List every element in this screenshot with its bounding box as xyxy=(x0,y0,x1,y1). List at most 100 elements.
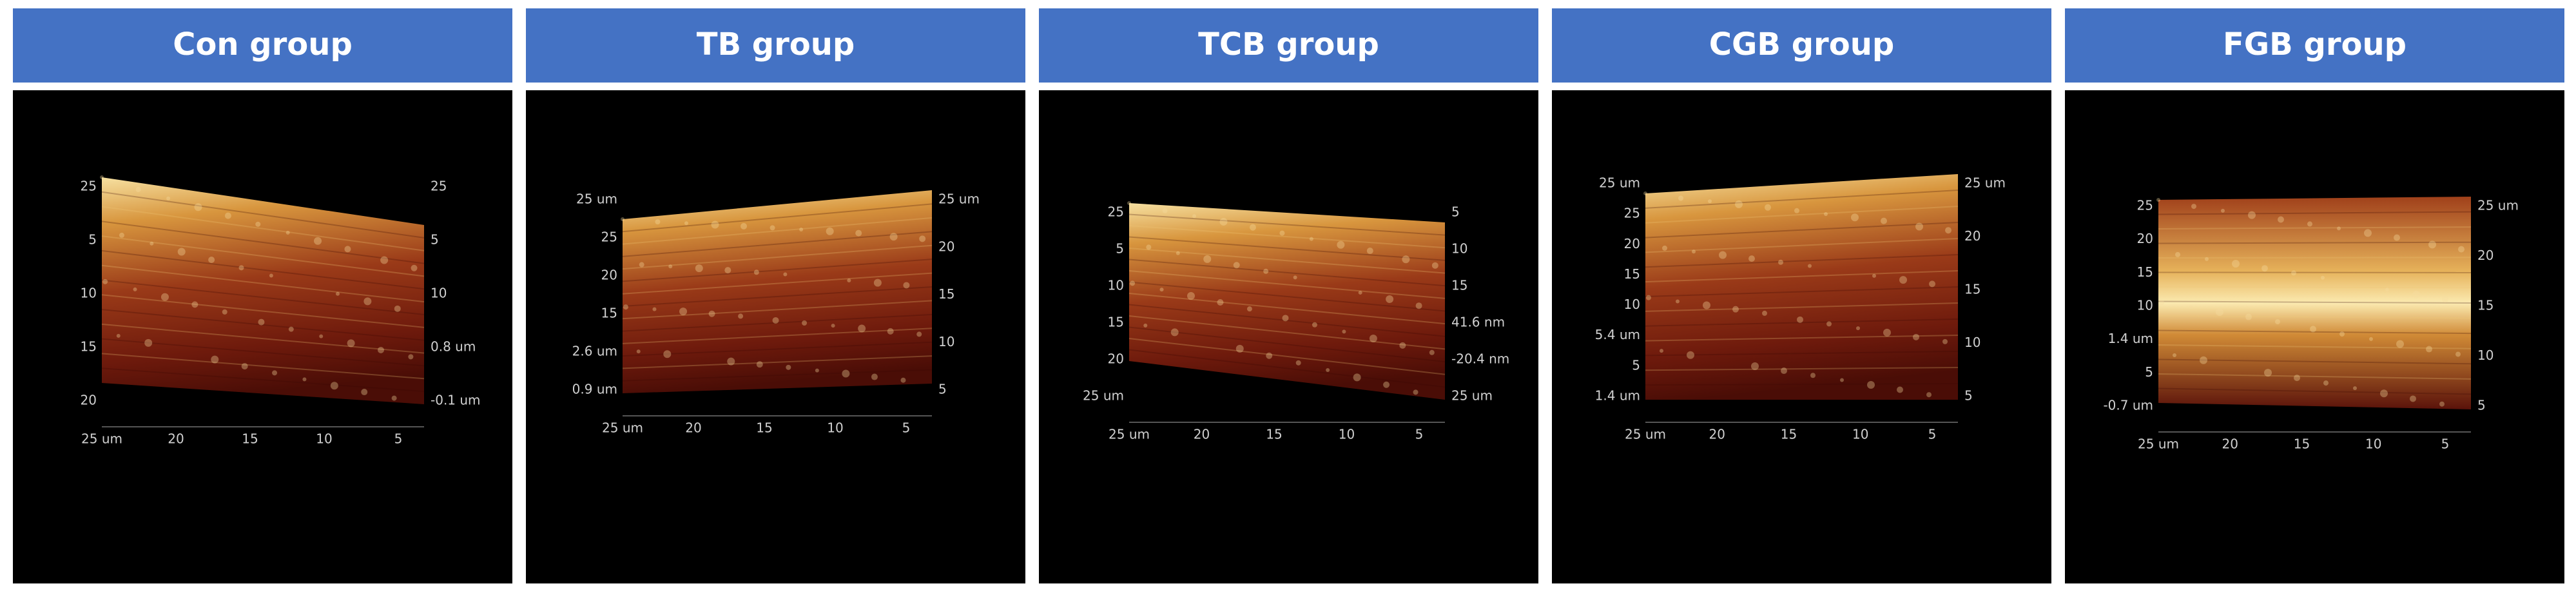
axis-label: 20 xyxy=(2137,231,2153,246)
surface-speck xyxy=(314,237,322,245)
axis-label: 20 xyxy=(1624,236,1640,251)
surface-speck xyxy=(2339,331,2345,337)
surface-speck xyxy=(1266,353,1272,359)
surface-speck xyxy=(2321,276,2325,280)
surface-speck xyxy=(826,228,834,235)
surface-speck xyxy=(2216,308,2223,316)
surface-speck xyxy=(2307,221,2312,226)
surface-speck xyxy=(222,309,228,315)
surface-speck xyxy=(639,262,644,268)
surface-speck xyxy=(1192,214,1196,218)
surface-speck xyxy=(1370,335,1377,342)
axis-label: 15 xyxy=(1266,427,1282,442)
axis-label: 10 xyxy=(1451,241,1467,257)
surface-speck xyxy=(1386,295,1393,303)
axis-label: 15 xyxy=(1108,315,1124,330)
surface-speck xyxy=(1765,204,1771,211)
surface-speck xyxy=(668,264,672,268)
surface-speck xyxy=(136,187,141,192)
surface-speck xyxy=(799,228,803,231)
axis-label: 5 xyxy=(1116,241,1124,257)
axis-label: 10 xyxy=(1852,427,1868,442)
axis-label: 20 xyxy=(2222,436,2238,452)
surface-speck xyxy=(1416,302,1422,309)
axis-label: 15 xyxy=(1451,278,1467,293)
axis-label: 0.8 um xyxy=(431,339,476,355)
panel-title: TB group xyxy=(697,26,855,63)
axis-label: -20.4 nm xyxy=(1451,351,1509,367)
surface-speck xyxy=(1751,362,1759,370)
surface-speck xyxy=(289,327,294,332)
axis-label: 10 xyxy=(1624,297,1640,312)
surface-speck xyxy=(621,217,625,221)
surface-speck xyxy=(757,361,763,367)
surface-speck xyxy=(2245,314,2252,320)
surface-speck xyxy=(831,324,835,328)
surface-speck xyxy=(1915,223,1923,231)
surface-speck xyxy=(2189,306,2193,309)
axis-label: 25 um xyxy=(1083,388,1124,404)
axis-label: -0.1 um xyxy=(431,393,481,408)
axis-label: 5 xyxy=(1632,357,1640,373)
surface-speck xyxy=(2426,346,2432,353)
surface-speck xyxy=(738,313,743,318)
axis-label: 25 um xyxy=(2477,198,2519,213)
axis-label: 20 xyxy=(685,420,701,436)
surface-speck xyxy=(1326,368,1330,372)
surface-speck xyxy=(1176,251,1180,255)
surface-speck xyxy=(286,231,290,235)
surface-speck xyxy=(378,347,384,353)
surface-speck xyxy=(1942,339,1948,344)
surface-speck xyxy=(2173,353,2176,357)
surface-speck xyxy=(2428,240,2436,248)
surface-speck xyxy=(2156,198,2160,202)
surface-speck xyxy=(144,339,152,347)
surface-speck xyxy=(2221,209,2225,213)
axis-label: 25 xyxy=(601,230,617,245)
axis-label: 5 xyxy=(938,382,947,397)
surface-speck xyxy=(2278,216,2284,222)
axis-label: 20 xyxy=(601,268,617,283)
surface-speck xyxy=(1778,260,1783,265)
axis-label: 20 xyxy=(1194,427,1210,442)
axis-label: 10 xyxy=(1108,278,1124,293)
surface-stripe xyxy=(2158,287,2471,288)
surface-speck xyxy=(1840,378,1844,382)
axis-label: 15 xyxy=(2477,298,2494,313)
axis-label: 5 xyxy=(88,232,97,248)
axis-label: 25 um xyxy=(938,191,980,207)
surface-speck xyxy=(1282,315,1288,321)
surface-speck xyxy=(1236,345,1244,353)
axis-label: 10 xyxy=(938,334,954,349)
surface-speck xyxy=(1296,360,1301,366)
surface-speck xyxy=(1676,300,1680,304)
surface-speck xyxy=(363,297,371,305)
surface-speck xyxy=(770,225,775,230)
surface-speck xyxy=(2205,257,2209,261)
surface-speck xyxy=(1703,302,1710,309)
panel-title: TCB group xyxy=(1198,26,1379,63)
panel-title: FGB group xyxy=(2223,26,2407,63)
surface-speck xyxy=(1187,292,1195,300)
surface-speck xyxy=(1794,208,1799,213)
axis-label: 25 um xyxy=(1964,175,2006,191)
axis-label: 10 xyxy=(81,286,97,301)
axis-label: 15 xyxy=(2294,436,2310,452)
surface-speck xyxy=(336,292,340,296)
surface-speck xyxy=(2442,296,2448,302)
surface-speck xyxy=(392,396,397,401)
axis-label: 25 um xyxy=(1451,388,1493,404)
surface-speck xyxy=(1732,306,1739,313)
surface-speck xyxy=(255,222,260,227)
surface-speck xyxy=(1217,299,1223,306)
surface-speck xyxy=(2364,229,2372,237)
surface-speck xyxy=(2410,395,2416,402)
surface-speck xyxy=(1897,387,1903,393)
axis-label: 25 um xyxy=(1109,427,1150,442)
surface-speck xyxy=(786,365,791,370)
surface-speck xyxy=(1160,288,1164,291)
